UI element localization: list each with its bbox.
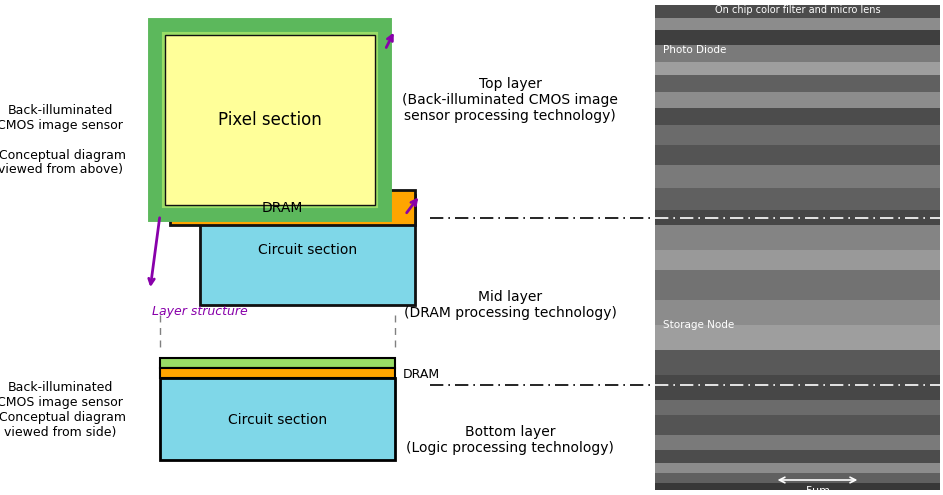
Text: Pixel section: Pixel section	[218, 111, 322, 129]
Text: Bottom layer
(Logic processing technology): Bottom layer (Logic processing technolog…	[406, 425, 614, 455]
Bar	[655, 300, 940, 325]
Bar	[155, 25, 385, 215]
Bar	[655, 145, 940, 165]
Text: DRAM: DRAM	[262, 200, 304, 214]
Bar	[655, 125, 940, 145]
Bar	[655, 108, 940, 125]
Text: Circuit section: Circuit section	[228, 413, 327, 427]
Bar	[165, 35, 375, 205]
Bar	[655, 45, 940, 62]
Bar	[655, 165, 940, 188]
Text: Layer structure: Layer structure	[152, 305, 248, 318]
Bar	[655, 375, 940, 390]
Bar	[655, 270, 940, 300]
Text: Top layer
(Back-illuminated CMOS image
sensor processing technology): Top layer (Back-illuminated CMOS image s…	[402, 77, 618, 123]
Bar	[160, 358, 395, 368]
Bar	[655, 92, 940, 108]
Bar	[200, 195, 415, 305]
Text: Back-illuminated
CMOS image sensor
(Conceptual diagram
viewed from side): Back-illuminated CMOS image sensor (Conc…	[0, 381, 126, 439]
Bar	[655, 400, 940, 415]
Bar	[655, 450, 940, 463]
Text: 5um: 5um	[805, 486, 830, 495]
Text: On chip color filter and micro lens: On chip color filter and micro lens	[715, 5, 881, 15]
Bar	[655, 385, 940, 400]
Bar	[655, 483, 940, 490]
Bar	[655, 18, 940, 30]
Bar	[655, 473, 940, 483]
Text: DRAM: DRAM	[403, 367, 440, 381]
Bar	[655, 225, 940, 250]
Bar	[655, 75, 940, 92]
Bar	[655, 435, 940, 450]
Text: Circuit section: Circuit section	[258, 243, 357, 257]
Bar	[655, 325, 940, 350]
Bar	[655, 350, 940, 375]
Bar	[655, 415, 940, 435]
Text: Photo Diode: Photo Diode	[663, 45, 726, 55]
Bar	[655, 30, 940, 45]
Bar	[655, 463, 940, 473]
Bar	[655, 62, 940, 75]
Bar	[655, 250, 940, 270]
Text: Mid layer
(DRAM processing technology): Mid layer (DRAM processing technology)	[404, 290, 617, 320]
Bar	[655, 210, 940, 225]
Bar	[160, 378, 395, 460]
Bar	[655, 5, 940, 490]
Bar	[655, 5, 940, 18]
Bar	[170, 190, 415, 225]
Text: Storage Node: Storage Node	[663, 320, 735, 330]
Text: Back-illuminated
CMOS image sensor

(Conceptual diagram
viewed from above): Back-illuminated CMOS image sensor (Conc…	[0, 103, 126, 177]
Bar	[655, 188, 940, 210]
Bar	[160, 368, 395, 378]
